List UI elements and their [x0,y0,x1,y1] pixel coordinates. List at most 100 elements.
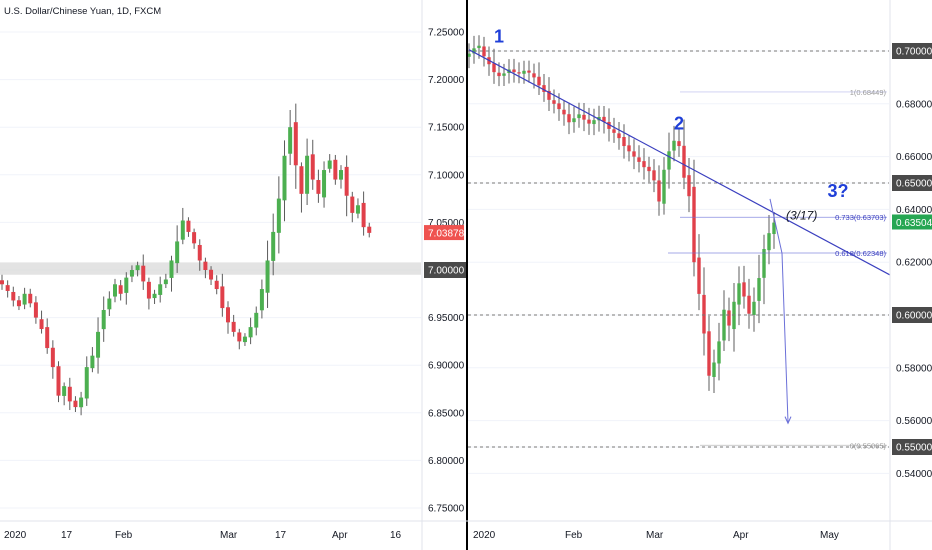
y-tick-label: 0.70000 [896,47,932,58]
candle-body [271,232,275,261]
candle-body [113,284,117,296]
candle-body [73,401,77,407]
candle-body [136,265,140,270]
candle-body [622,137,625,146]
candle-body [497,73,500,76]
candle-body [96,332,100,358]
candle-body [322,170,326,197]
y-tick-label: 7.20000 [428,75,465,86]
x-tick-label: May [820,530,839,541]
candle-body [147,282,151,299]
candle-body [672,141,675,151]
candle-body [28,294,32,304]
candle-body [237,332,241,341]
candle-body [198,245,202,260]
candle-body [333,160,337,180]
candle-body [243,337,247,342]
candle-body [339,170,343,180]
y-tick-label: 0.68000 [896,99,932,110]
candle-body [767,233,770,250]
candle-body [627,145,630,151]
candle-body [742,282,745,296]
candle-body [119,285,123,294]
candle-body [562,110,565,115]
candle-body [722,310,725,341]
wave-label: 2 [674,114,684,134]
candle-body [107,299,111,310]
candle-body [85,367,89,398]
x-tick-label: Apr [733,530,749,541]
y-tick-label: 0.55000 [896,443,932,454]
candle-body [642,161,645,167]
candle-body [260,289,264,310]
candle-body [57,366,61,395]
y-tick-label: 0.54000 [896,469,932,480]
fib-level-label: 0(0.55065) [850,441,887,450]
y-tick-label: 0.62000 [896,258,932,269]
candle-body [0,280,4,284]
candle-body [266,260,270,292]
candle-body [164,280,168,285]
candle-body [124,278,128,293]
y-tick-label: 0.65000 [896,179,932,190]
x-tick-label: Feb [115,530,133,541]
candle-body [186,221,190,232]
y-tick-label: 7.10000 [428,170,465,181]
fib-level-label: 1(0.68449) [850,88,887,97]
last-price-tag-left: 7.03878 [424,225,465,240]
candle-body [170,260,174,277]
candle-body [153,294,157,298]
candle-body [45,327,49,348]
candle-body [567,114,570,122]
candle-body [40,319,44,329]
candle-body [557,103,560,109]
x-tick-label: 17 [275,530,287,541]
candle-body [283,156,287,201]
candle-body [512,70,515,73]
candle-body [311,154,315,179]
candle-body [637,157,640,162]
candle-body [203,262,207,270]
candle-body [158,284,162,295]
candle-body [747,296,750,314]
candle-body [532,73,535,77]
candle-body [692,187,695,262]
y-tick-label: 0.60000 [896,311,932,322]
candle-body [328,161,332,169]
fib-level-label: 0.733(0.63703) [835,213,886,222]
candle-body [687,175,690,196]
candle-body [305,156,309,194]
x-tick-label: Mar [646,530,664,541]
x-tick-label: 16 [390,530,402,541]
candle-body [294,122,298,165]
svg-text:0.63504: 0.63504 [896,218,932,229]
candle-body [712,363,715,377]
candle-body [34,302,38,317]
candle-body [220,286,224,308]
candle-body [62,386,66,396]
candle-body [502,73,505,75]
candle-body [577,114,580,118]
candle-body [181,220,185,239]
y-tick-label: 6.90000 [428,361,465,372]
y-tick-label: 0.56000 [896,416,932,427]
candle-body [17,300,21,306]
x-tick-label: 2020 [473,530,496,541]
y-tick-label: 7.25000 [428,28,465,39]
x-tick-label: 2020 [4,530,27,541]
candle-body [682,146,685,178]
x-tick-label: Apr [332,530,348,541]
candle-body [707,331,710,375]
candle-body [662,170,665,204]
candle-body [592,120,595,124]
x-tick-label: 17 [61,530,73,541]
candle-body [141,266,145,282]
svg-text:7.03878: 7.03878 [428,229,465,240]
candle-body [51,348,55,367]
candle-body [102,310,106,329]
candle-body [757,278,760,301]
candle-body [356,205,360,213]
candle-body [68,387,72,402]
chart-title: U.S. Dollar/Chinese Yuan, 1D, FXCM [4,6,161,17]
